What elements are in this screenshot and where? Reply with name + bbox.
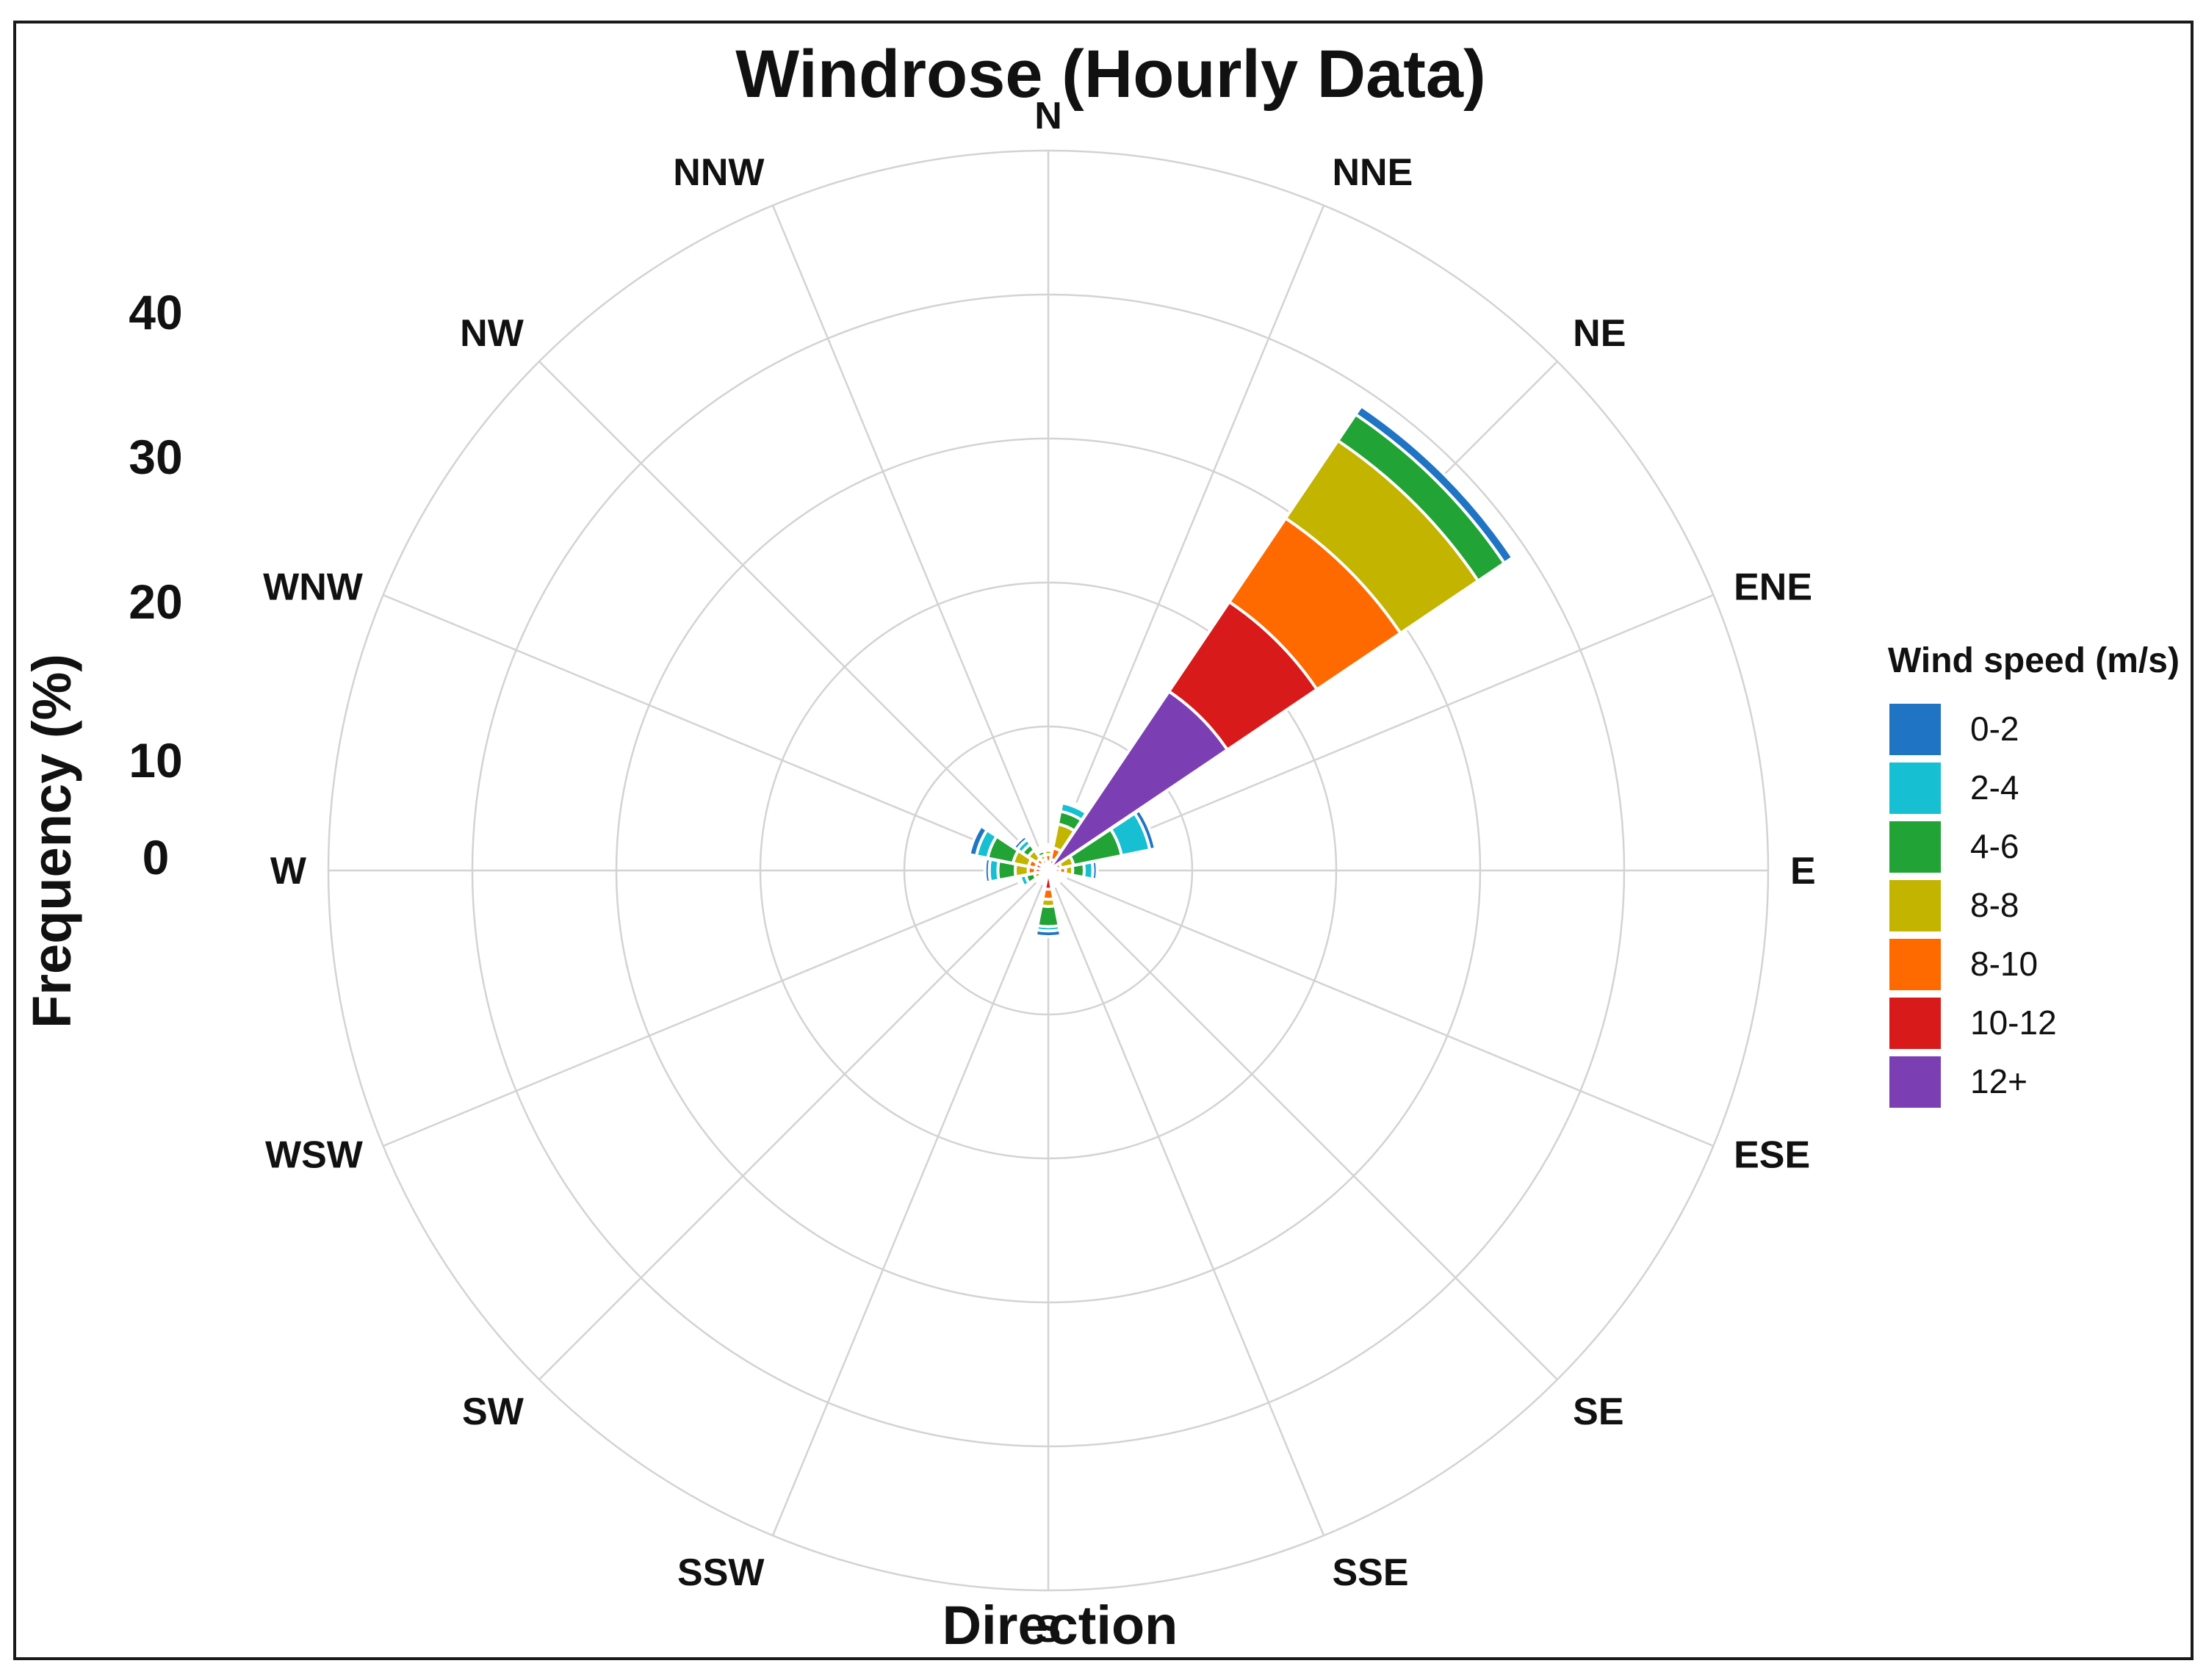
legend-label: 12+	[1970, 1062, 2027, 1100]
grid-spoke-wnw	[383, 594, 1049, 872]
legend-label: 8-8	[1970, 886, 2019, 924]
legend-label: 10-12	[1970, 1003, 2057, 1042]
wedge-e-0-2	[1090, 859, 1099, 882]
legend-label: 4-6	[1970, 827, 2019, 865]
direction-label-se: SE	[1573, 1391, 1623, 1433]
wedge-wnw-0-2	[967, 824, 989, 858]
direction-label-sse: SSE	[1333, 1551, 1409, 1594]
direction-label-nnw: NNW	[673, 151, 765, 194]
wedge-w-0-2	[983, 857, 992, 884]
legend-title: Wind speed (m/s)	[1888, 641, 2180, 680]
grid-spoke-sw	[538, 870, 1049, 1380]
legend: Wind speed (m/s) 0-2 2-4 4-6 8-8 8-10 10-12 12…	[1888, 641, 2180, 1108]
legend-swatch	[1889, 821, 1941, 873]
y-tick-labels: 0 10 20 30 40	[129, 285, 182, 884]
direction-label-sw: SW	[462, 1391, 525, 1433]
y-tick-label: 0	[143, 830, 170, 884]
grid-spoke-nne	[1047, 205, 1325, 871]
grid-spoke-ene	[1048, 594, 1714, 872]
wedge-s-0-2	[1034, 928, 1063, 939]
x-axis-title: Direction	[942, 1595, 1178, 1656]
y-tick-label: 40	[129, 285, 182, 339]
legend-swatch	[1889, 763, 1941, 814]
grid-spoke-wsw	[383, 869, 1049, 1147]
direction-label-n: N	[1034, 95, 1062, 137]
direction-labels: N NNE NE ENE E ESE SE SSE S SSW SW WSW W WNW NW NNW	[263, 95, 1816, 1651]
direction-label-e: E	[1790, 850, 1816, 893]
legend-swatch	[1889, 1056, 1941, 1108]
direction-label-ene: ENE	[1734, 566, 1812, 608]
direction-label-s: S	[1036, 1608, 1061, 1651]
legend-swatch	[1889, 704, 1941, 755]
wedge-s-4-6	[1036, 904, 1061, 929]
legend-swatch	[1889, 939, 1941, 990]
direction-label-ese: ESE	[1734, 1134, 1810, 1177]
grid-spoke-se	[1048, 870, 1558, 1380]
chart-frame	[13, 21, 2194, 1660]
wedge-ese-0-2	[1061, 872, 1068, 883]
wedge-ene-0-2	[1133, 808, 1157, 851]
grid-spoke-sse	[1047, 870, 1325, 1536]
legend-swatch	[1889, 998, 1941, 1049]
y-tick-label: 20	[129, 574, 182, 629]
wedge-nw-0-2	[1012, 834, 1029, 851]
grid-spoke-ese	[1048, 869, 1714, 1147]
wedge-nnw-0-2	[1033, 845, 1045, 853]
y-axis-title: Frequency (%)	[21, 654, 82, 1028]
grid-spoke-nnw	[771, 205, 1050, 871]
direction-label-ne: NE	[1573, 312, 1626, 355]
chart-title: Windrose (Hourly Data)	[735, 37, 1485, 112]
legend-label: 8-10	[1970, 945, 2038, 983]
direction-label-w: W	[270, 850, 307, 893]
wedges	[967, 404, 1515, 939]
grid-spoke-ssw	[771, 870, 1050, 1536]
direction-label-nw: NW	[460, 312, 525, 355]
direction-label-nne: NNE	[1333, 151, 1413, 194]
legend-label: 2-4	[1970, 768, 2019, 807]
y-tick-label: 30	[129, 430, 182, 484]
grid-spoke-nw	[538, 361, 1049, 871]
wedge-ne-0-2	[1354, 404, 1515, 565]
legend-label: 0-2	[1970, 710, 2019, 748]
legend-swatch	[1889, 880, 1941, 931]
direction-label-wsw: WSW	[265, 1134, 364, 1177]
direction-label-ssw: SSW	[677, 1551, 765, 1594]
y-tick-label: 10	[129, 733, 182, 787]
direction-label-wnw: WNW	[263, 566, 364, 608]
